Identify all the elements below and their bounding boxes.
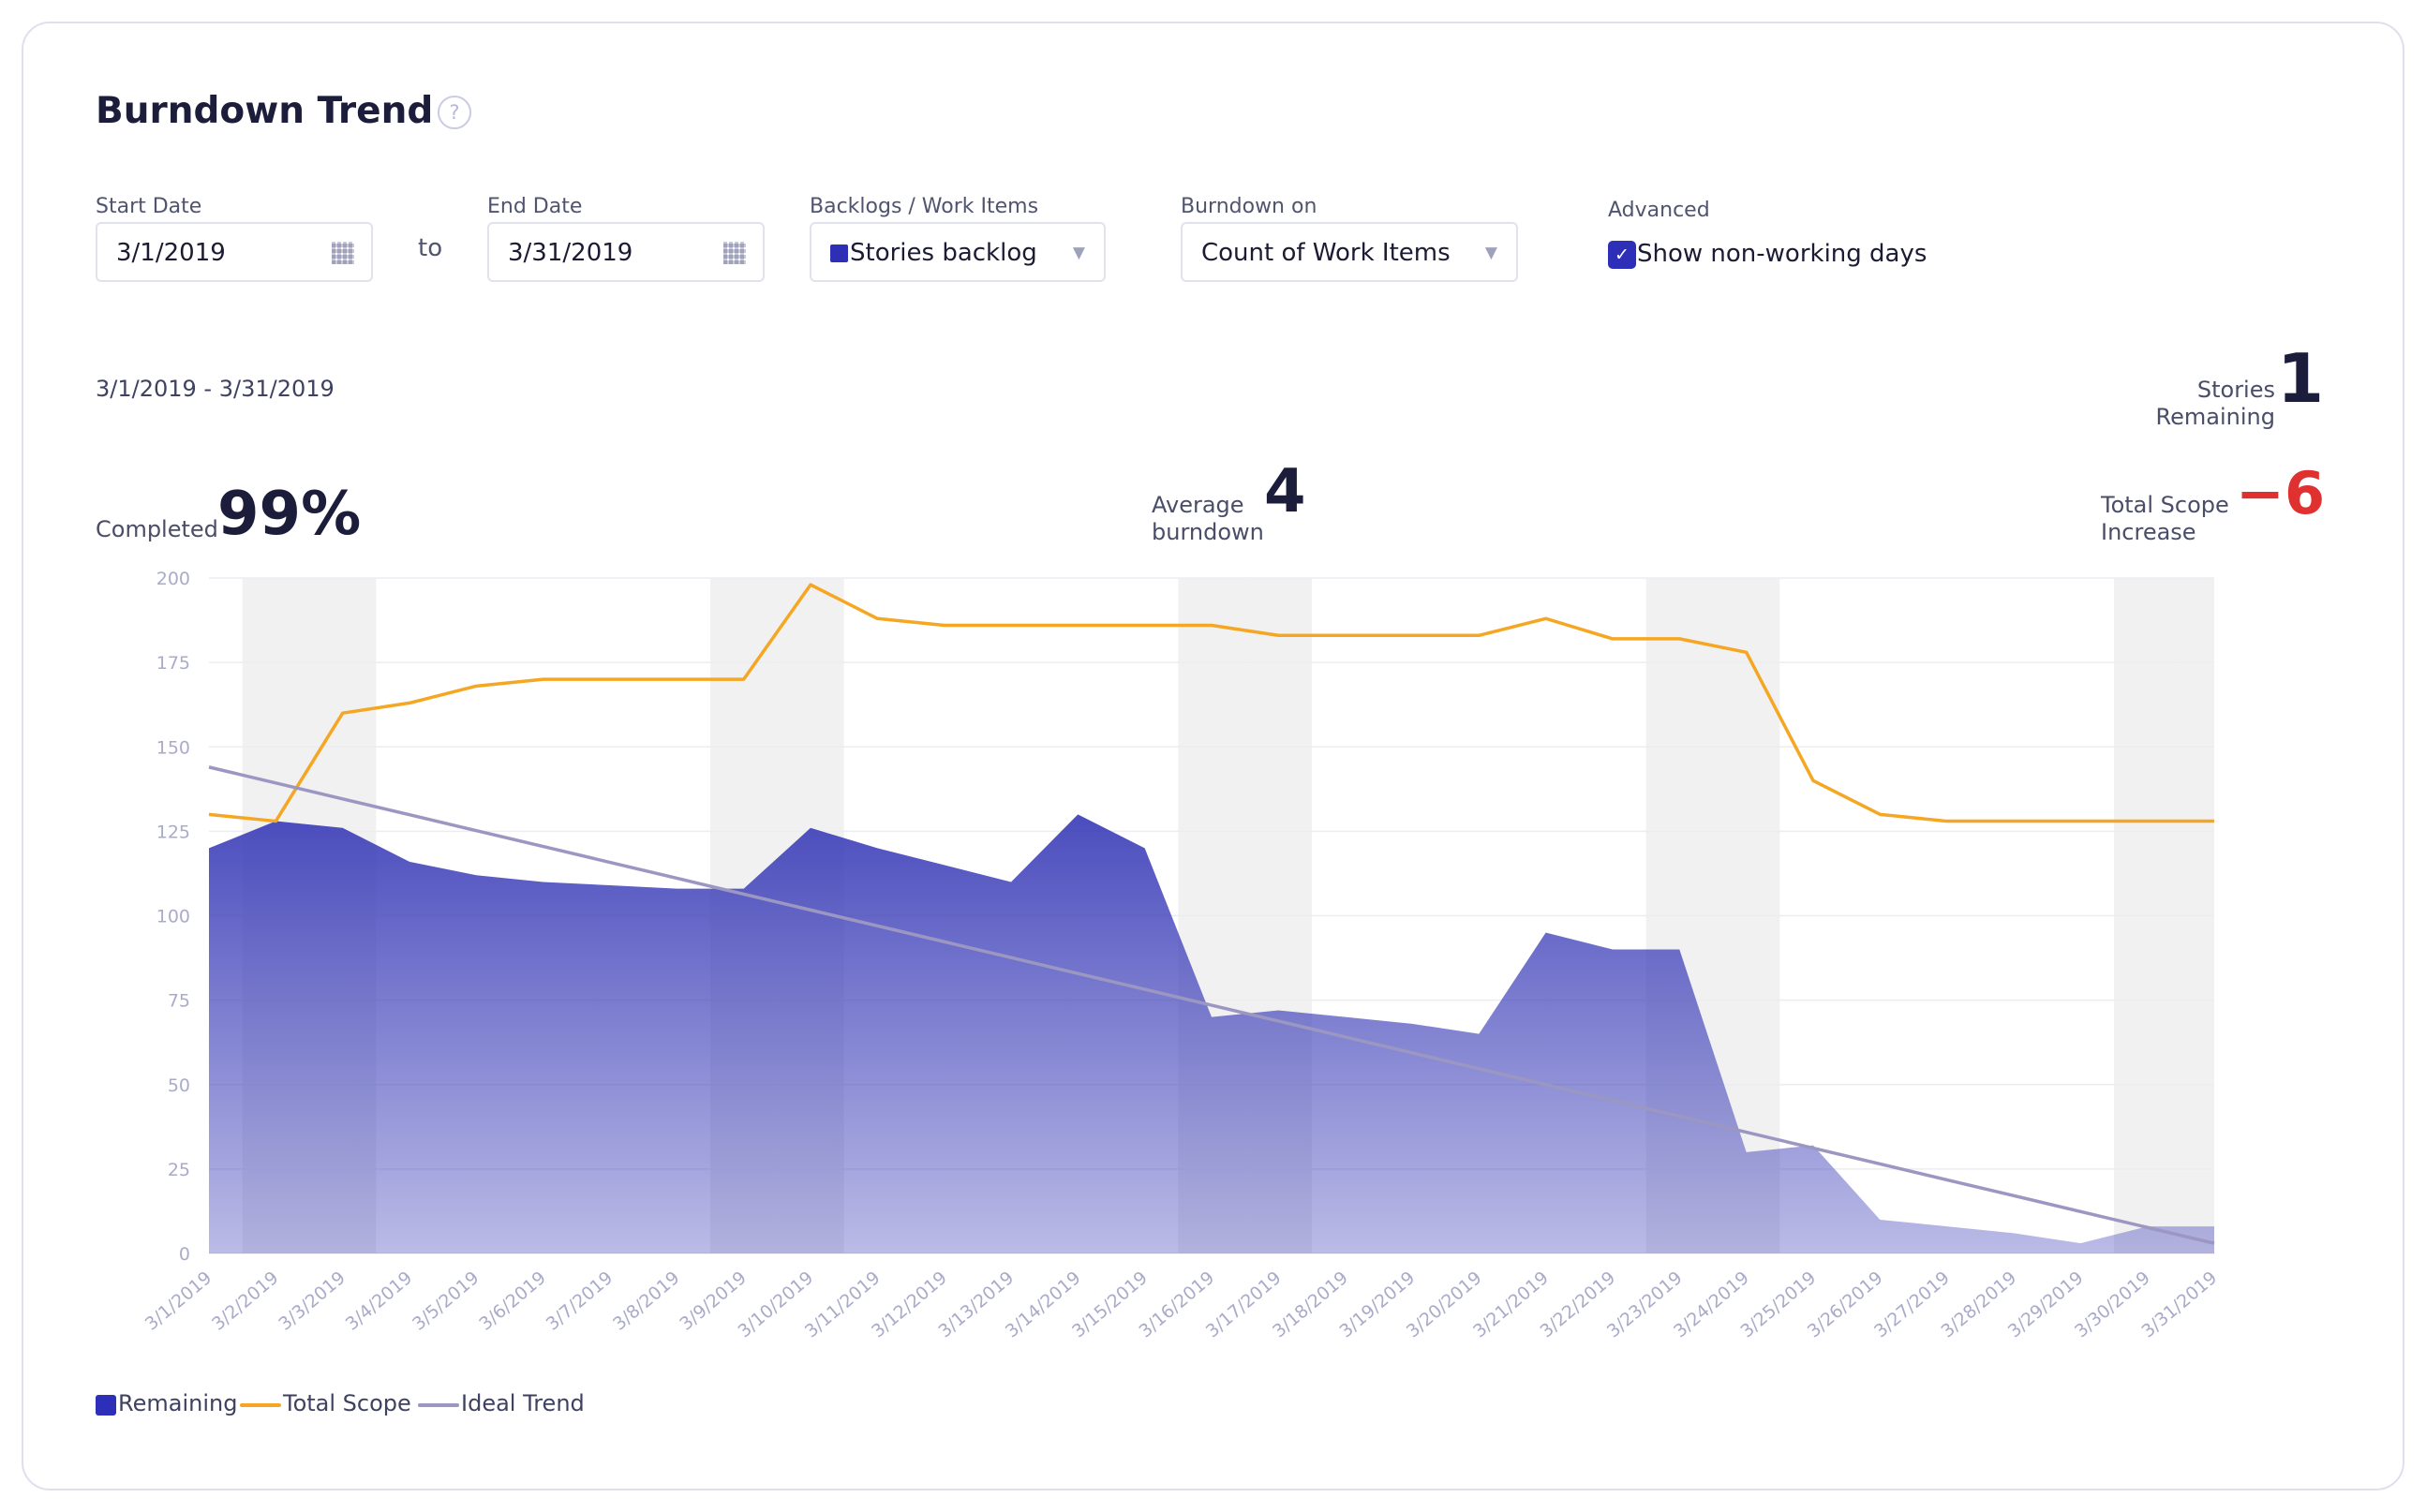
x-tick-label: 3/8/2019 xyxy=(609,1267,684,1335)
end-date-label: End Date xyxy=(487,195,583,218)
x-tick-label: 3/2/2019 xyxy=(208,1267,283,1335)
x-tick-label: 3/5/2019 xyxy=(409,1267,484,1335)
end-date-field[interactable]: 3/31/2019 xyxy=(487,222,765,282)
backlog-value: Stories backlog xyxy=(850,239,1037,267)
x-tick-label: 3/3/2019 xyxy=(275,1267,350,1335)
backlog-label: Backlogs / Work Items xyxy=(810,195,1039,218)
advanced-label: Advanced xyxy=(1608,199,1710,222)
y-tick-label: 50 xyxy=(168,1075,190,1096)
legend-total-scope[interactable]: Total Scope xyxy=(283,1390,411,1416)
burndown-on-value: Count of Work Items xyxy=(1201,239,1451,267)
non-working-days-checkbox[interactable]: ✓ xyxy=(1608,241,1636,269)
to-label: to xyxy=(418,234,443,262)
x-tick-label: 3/1/2019 xyxy=(141,1267,216,1335)
y-tick-label: 100 xyxy=(156,907,190,927)
burndown-on-select[interactable]: Count of Work Items ▼ xyxy=(1181,222,1518,282)
average-burndown-label: Average burndown xyxy=(1152,492,1264,545)
backlog-select[interactable]: Stories backlog ▼ xyxy=(810,222,1106,282)
page-title: Burndown Trend xyxy=(96,90,434,132)
y-tick-label: 25 xyxy=(168,1160,190,1180)
calendar-icon[interactable] xyxy=(332,242,354,264)
x-tick-label: 3/31/2019 xyxy=(2137,1267,2221,1342)
date-range-text: 3/1/2019 - 3/31/2019 xyxy=(96,376,335,402)
stories-remaining-value: 1 xyxy=(2277,339,2325,418)
start-date-label: Start Date xyxy=(96,195,202,218)
burndown-on-label: Burndown on xyxy=(1181,195,1317,218)
legend-remaining-swatch xyxy=(96,1395,116,1416)
series-remaining-area xyxy=(209,814,2214,1253)
total-scope-increase-label: Total Scope Increase xyxy=(2101,492,2229,545)
y-tick-label: 175 xyxy=(156,653,190,674)
end-date-value: 3/31/2019 xyxy=(508,239,633,267)
y-tick-label: 150 xyxy=(156,737,190,758)
chevron-down-icon: ▼ xyxy=(1072,244,1085,262)
total-scope-increase-value: −6 xyxy=(2236,459,2326,527)
calendar-icon[interactable] xyxy=(723,242,746,264)
y-tick-label: 0 xyxy=(179,1244,190,1265)
y-tick-label: 200 xyxy=(156,569,190,589)
non-working-days-label[interactable]: Show non-working days xyxy=(1637,240,1927,268)
legend-remaining[interactable]: Remaining xyxy=(118,1390,238,1416)
legend-ideal-trend-swatch xyxy=(418,1403,459,1407)
start-date-value: 3/1/2019 xyxy=(116,239,226,267)
legend-total-scope-swatch xyxy=(240,1403,281,1407)
burndown-chart: 3/1/20193/2/20193/3/20193/4/20193/5/2019… xyxy=(141,569,2222,1342)
series-ideal-trend-line xyxy=(208,765,2215,1245)
x-tick-label: 3/4/2019 xyxy=(342,1267,417,1335)
completed-value: 99% xyxy=(217,480,362,549)
series-total-scope-line xyxy=(208,583,2214,823)
legend-ideal-trend[interactable]: Ideal Trend xyxy=(461,1390,585,1416)
y-tick-label: 125 xyxy=(156,822,190,842)
completed-label: Completed xyxy=(96,516,218,542)
y-tick-label: 75 xyxy=(168,991,190,1012)
x-tick-label: 3/7/2019 xyxy=(543,1267,618,1335)
average-burndown-value: 4 xyxy=(1264,457,1306,526)
x-tick-label: 3/6/2019 xyxy=(475,1267,550,1335)
help-icon[interactable]: ? xyxy=(438,96,471,129)
stories-remaining-label: Stories Remaining xyxy=(2155,377,2275,430)
chevron-down-icon: ▼ xyxy=(1484,244,1497,262)
start-date-field[interactable]: 3/1/2019 xyxy=(96,222,373,282)
backlog-color-swatch xyxy=(830,245,848,262)
